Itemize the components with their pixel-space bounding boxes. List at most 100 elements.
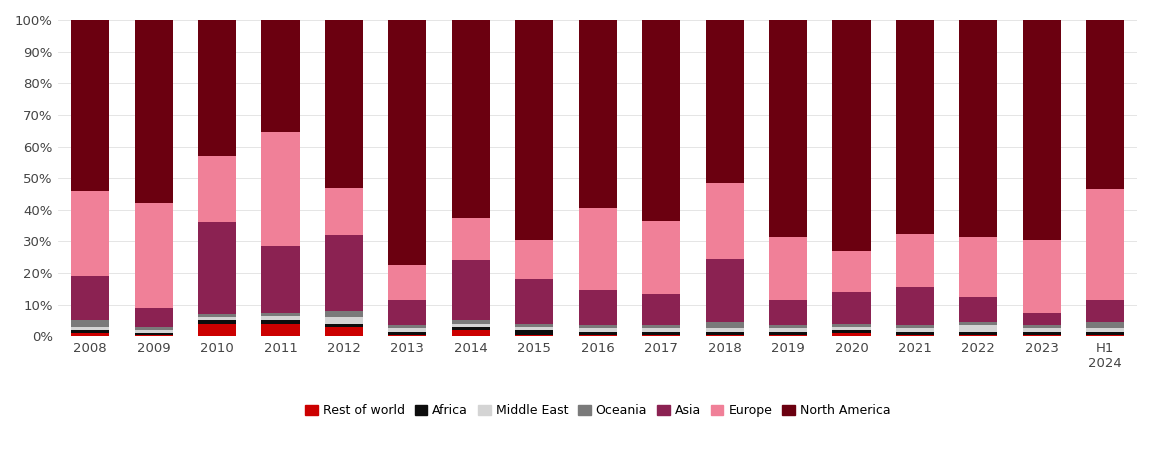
Bar <box>1086 300 1124 322</box>
Bar <box>896 20 934 234</box>
Bar <box>515 330 553 335</box>
Bar <box>452 330 490 336</box>
Bar <box>388 300 426 325</box>
Bar <box>578 332 616 335</box>
Bar <box>642 294 680 325</box>
Bar <box>705 322 744 328</box>
Bar <box>1023 325 1061 328</box>
Bar <box>960 332 998 335</box>
Bar <box>198 324 236 336</box>
Bar <box>515 20 553 241</box>
Bar <box>770 328 808 332</box>
Bar <box>515 335 553 336</box>
Bar <box>1086 328 1124 332</box>
Bar <box>198 156 236 222</box>
Bar <box>705 20 744 183</box>
Bar <box>896 335 934 336</box>
Bar <box>896 328 934 332</box>
Bar <box>71 191 109 276</box>
Bar <box>578 20 616 208</box>
Bar <box>452 218 490 260</box>
Bar <box>642 325 680 328</box>
Bar <box>770 325 808 328</box>
Bar <box>642 335 680 336</box>
Bar <box>960 20 998 237</box>
Bar <box>71 276 109 320</box>
Bar <box>960 322 998 325</box>
Bar <box>452 320 490 324</box>
Bar <box>1023 335 1061 336</box>
Bar <box>262 132 300 246</box>
Bar <box>833 292 871 324</box>
Bar <box>135 308 173 327</box>
Bar <box>896 325 934 328</box>
Bar <box>325 235 363 311</box>
Bar <box>1086 335 1124 336</box>
Bar <box>71 330 109 333</box>
Bar <box>262 20 300 132</box>
Bar <box>578 325 616 328</box>
Bar <box>833 333 871 336</box>
Bar <box>642 328 680 332</box>
Bar <box>325 327 363 336</box>
Bar <box>325 311 363 318</box>
Bar <box>515 324 553 327</box>
Bar <box>135 327 173 330</box>
Bar <box>135 20 173 204</box>
Bar <box>642 221 680 294</box>
Bar <box>325 188 363 235</box>
Bar <box>1023 312 1061 325</box>
Bar <box>770 300 808 325</box>
Bar <box>262 316 300 320</box>
Bar <box>452 260 490 320</box>
Bar <box>198 318 236 320</box>
Bar <box>198 222 236 314</box>
Bar <box>262 324 300 336</box>
Bar <box>325 318 363 324</box>
Bar <box>71 320 109 327</box>
Bar <box>388 20 426 265</box>
Bar <box>896 332 934 335</box>
Bar <box>960 325 998 332</box>
Bar <box>1023 332 1061 335</box>
Bar <box>515 327 553 330</box>
Bar <box>578 328 616 332</box>
Bar <box>1023 328 1061 332</box>
Bar <box>1086 20 1124 189</box>
Bar <box>388 328 426 332</box>
Bar <box>642 20 680 221</box>
Bar <box>388 332 426 335</box>
Bar <box>705 259 744 322</box>
Bar <box>705 328 744 332</box>
Legend: Rest of world, Africa, Middle East, Oceania, Asia, Europe, North America: Rest of world, Africa, Middle East, Ocea… <box>301 400 895 423</box>
Bar <box>262 320 300 324</box>
Bar <box>960 335 998 336</box>
Bar <box>770 335 808 336</box>
Bar <box>770 332 808 335</box>
Bar <box>262 246 300 312</box>
Bar <box>770 20 808 237</box>
Bar <box>325 324 363 327</box>
Bar <box>452 324 490 327</box>
Bar <box>578 335 616 336</box>
Bar <box>198 320 236 324</box>
Bar <box>198 314 236 318</box>
Bar <box>388 325 426 328</box>
Bar <box>770 237 808 300</box>
Bar <box>135 204 173 308</box>
Bar <box>1023 20 1061 240</box>
Bar <box>1023 240 1061 312</box>
Bar <box>71 327 109 330</box>
Bar <box>1086 189 1124 300</box>
Bar <box>705 335 744 336</box>
Bar <box>325 20 363 188</box>
Bar <box>960 237 998 297</box>
Bar <box>388 335 426 336</box>
Bar <box>452 327 490 330</box>
Bar <box>960 297 998 322</box>
Bar <box>452 20 490 218</box>
Bar <box>705 183 744 259</box>
Bar <box>833 251 871 292</box>
Bar <box>833 330 871 333</box>
Bar <box>198 20 236 156</box>
